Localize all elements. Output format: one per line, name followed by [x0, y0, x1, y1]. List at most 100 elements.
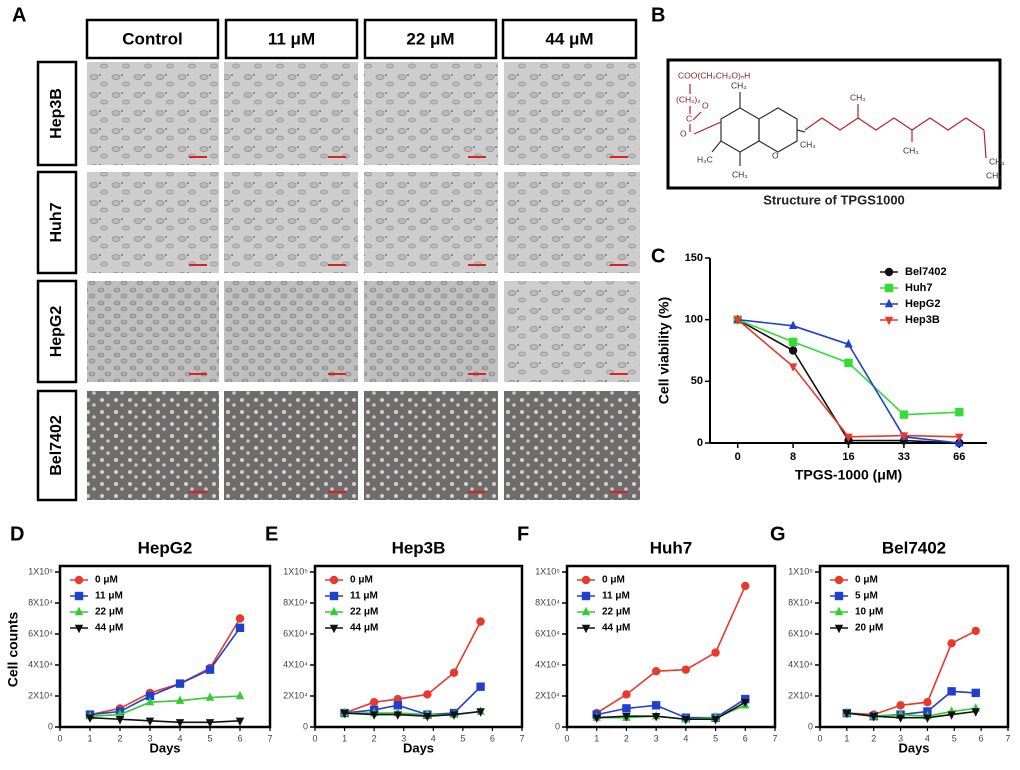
data-point	[741, 581, 750, 591]
x-tick-label: 8	[790, 451, 796, 463]
data-point	[449, 711, 459, 720]
legend-label: 0 μM	[95, 575, 118, 586]
data-point	[896, 714, 905, 723]
data-point	[235, 623, 245, 632]
micrograph	[87, 62, 219, 165]
data-point	[145, 717, 155, 726]
data-point	[175, 695, 185, 704]
data-point	[592, 714, 601, 723]
panel-letter: B	[651, 4, 665, 26]
series-line	[737, 319, 960, 438]
data-point	[681, 716, 691, 725]
chart-title: Hep3B	[392, 538, 446, 557]
micrograph	[364, 172, 498, 273]
x-tick-label: 7	[772, 733, 777, 743]
x-tick-label: 0	[817, 733, 822, 743]
data-point	[205, 665, 215, 674]
structure-box	[666, 58, 1002, 190]
data-point	[205, 719, 215, 728]
data-point	[329, 624, 339, 634]
data-point	[971, 708, 980, 717]
row-label: HepG2	[48, 306, 65, 358]
x-tick-label: 1	[342, 733, 347, 743]
data-point	[393, 701, 402, 710]
data-point	[329, 591, 339, 601]
x-tick-label: 0	[735, 451, 741, 463]
data-point	[74, 575, 84, 585]
data-point	[844, 433, 853, 443]
data-point	[651, 701, 661, 710]
micrograph	[504, 391, 640, 500]
series-line	[596, 585, 747, 714]
data-point	[651, 712, 661, 722]
y-tick-label: 50	[691, 375, 703, 387]
data-point	[896, 701, 905, 710]
data-point	[834, 624, 844, 634]
y-axis-label: Cell viability (%)	[656, 297, 672, 404]
x-tick-label: 1	[87, 733, 92, 743]
column-header-box	[85, 18, 220, 60]
x-tick-label: 5	[713, 733, 718, 743]
micrograph	[364, 62, 498, 165]
data-point	[423, 712, 432, 722]
data-point	[449, 668, 459, 677]
data-point	[899, 410, 909, 419]
structure-label: CH₃	[850, 92, 866, 102]
micrograph	[87, 172, 219, 273]
x-tick-label: 5	[207, 733, 212, 743]
legend-label: 20 μM	[855, 623, 883, 634]
data-point	[205, 692, 215, 701]
data-point	[834, 606, 844, 616]
panel-letter: E	[265, 523, 278, 545]
legend-label: 44 μM	[95, 623, 123, 634]
micrograph	[504, 281, 640, 382]
data-point	[681, 665, 691, 674]
data-point	[788, 320, 798, 330]
y-tick-label: 0	[808, 721, 813, 731]
data-point	[955, 407, 964, 417]
y-tick-label: 2X10⁴	[283, 690, 308, 700]
micrograph	[87, 391, 219, 500]
series-line	[737, 318, 960, 416]
plot-frame	[565, 564, 777, 729]
y-tick-label: 1X10⁵	[283, 566, 308, 576]
y-tick-label: 6X10⁴	[28, 628, 53, 638]
x-tick-label: 6	[979, 733, 984, 743]
x-tick-label: 3	[401, 733, 406, 743]
x-tick-label: 0	[312, 733, 317, 743]
y-tick-label: 6X10⁴	[788, 628, 813, 638]
legend-label: 22 μM	[350, 607, 378, 618]
data-point	[733, 316, 742, 325]
x-tick-label: 3	[898, 733, 903, 743]
y-tick-label: 1X10⁵	[28, 566, 53, 576]
x-tick-label: 3	[147, 733, 152, 743]
row-label: Huh7	[48, 202, 65, 242]
data-point	[711, 716, 720, 725]
plot-frame	[313, 564, 524, 729]
x-tick-label: 33	[898, 451, 910, 463]
chart-title: HepG2	[138, 538, 193, 557]
micrograph	[364, 281, 498, 382]
data-point	[393, 711, 402, 720]
data-point	[369, 711, 379, 720]
micrograph	[224, 391, 358, 500]
x-axis-label: TPGS-1000 (μM)	[795, 467, 902, 483]
column-header: 22 μM	[406, 29, 454, 48]
data-point	[581, 591, 591, 601]
x-tick-label: 5	[460, 733, 465, 743]
micrograph	[504, 62, 640, 165]
data-point	[369, 698, 379, 707]
y-tick-label: 4X10⁴	[28, 659, 53, 669]
data-point	[175, 719, 185, 728]
x-tick-label: 1	[844, 733, 849, 743]
x-tick-label: 1	[594, 733, 599, 743]
data-point	[923, 714, 932, 723]
micrograph	[364, 391, 498, 500]
data-point	[711, 648, 720, 657]
legend-label: 0 μM	[602, 575, 625, 586]
legend-label: 22 μM	[95, 607, 123, 618]
x-axis-label: Days	[149, 740, 180, 755]
panel-letter: D	[10, 523, 24, 545]
